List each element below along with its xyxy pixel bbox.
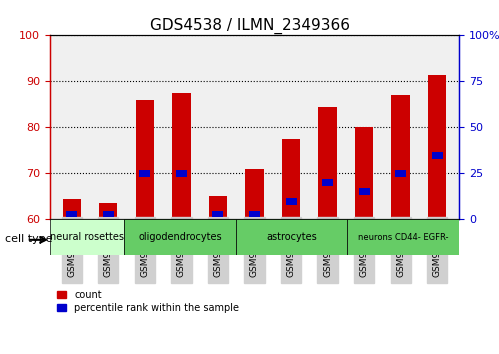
- Bar: [392, 95, 410, 219]
- Bar: [432, 152, 443, 159]
- Bar: [139, 170, 150, 177]
- Text: neurons CD44- EGFR-: neurons CD44- EGFR-: [358, 233, 449, 242]
- FancyBboxPatch shape: [50, 219, 124, 255]
- Bar: [103, 211, 114, 217]
- Bar: [318, 107, 337, 219]
- Bar: [209, 196, 227, 219]
- Bar: [428, 74, 446, 219]
- FancyBboxPatch shape: [347, 219, 459, 255]
- Text: GDS4538 / ILMN_2349366: GDS4538 / ILMN_2349366: [150, 18, 349, 34]
- Bar: [176, 170, 187, 177]
- Text: cell type: cell type: [5, 234, 52, 244]
- Bar: [359, 188, 370, 195]
- Bar: [395, 170, 406, 177]
- Bar: [246, 169, 263, 219]
- Bar: [136, 100, 154, 219]
- Text: oligodendrocytes: oligodendrocytes: [138, 232, 222, 242]
- Bar: [249, 211, 260, 217]
- Bar: [66, 211, 77, 217]
- Text: neural rosettes: neural rosettes: [50, 232, 124, 242]
- Bar: [282, 139, 300, 219]
- Bar: [355, 127, 373, 219]
- Bar: [322, 179, 333, 186]
- FancyBboxPatch shape: [236, 219, 347, 255]
- Legend: count, percentile rank within the sample: count, percentile rank within the sample: [55, 288, 241, 315]
- Text: astrocytes: astrocytes: [266, 232, 317, 242]
- Bar: [285, 198, 296, 205]
- Bar: [99, 203, 117, 219]
- Bar: [213, 211, 224, 217]
- FancyBboxPatch shape: [124, 219, 236, 255]
- Bar: [172, 93, 191, 219]
- Bar: [63, 199, 81, 219]
